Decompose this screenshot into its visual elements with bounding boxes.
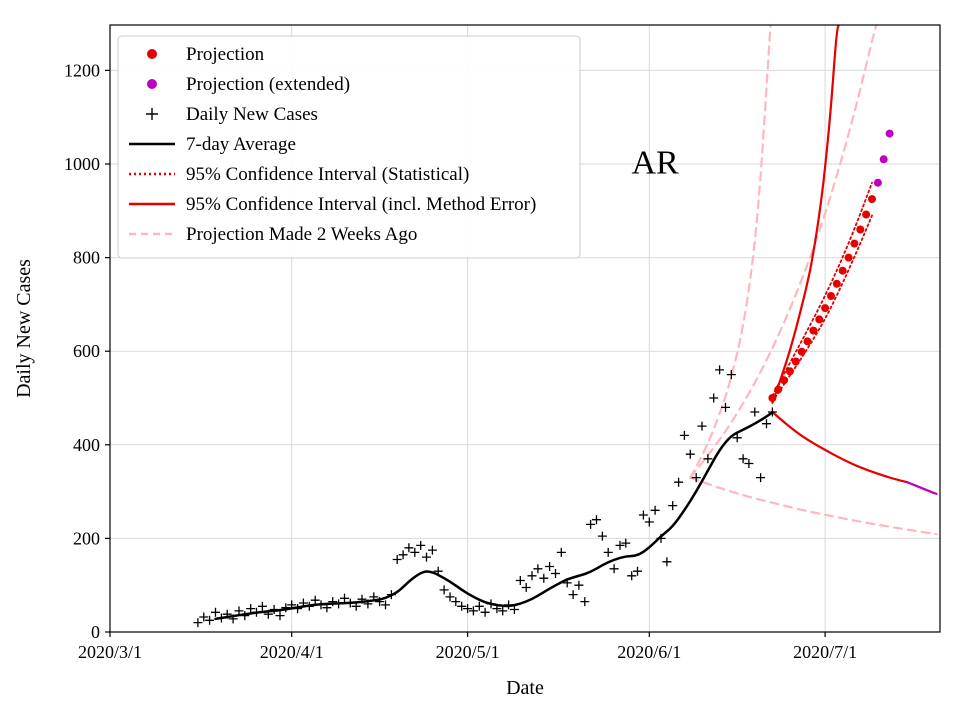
x-tick-label: 2020/5/1: [436, 642, 500, 662]
legend-label: Projection: [186, 44, 265, 65]
y-axis-label: Daily New Cases: [13, 259, 35, 398]
y-tick-label: 200: [73, 528, 100, 548]
x-tick-label: 2020/7/1: [793, 642, 857, 662]
projection-marker-icon: [147, 49, 157, 59]
legend-label: 95% Confidence Interval (Statistical): [186, 164, 469, 185]
y-tick-label: 1200: [64, 60, 100, 80]
y-tick-label: 600: [73, 341, 100, 361]
x-axis-label: Date: [506, 677, 544, 699]
state-annotation: AR: [631, 144, 679, 181]
series-old-projection-lower: [689, 476, 938, 536]
y-tick-label: 800: [73, 248, 100, 268]
series-projection-extended: [873, 129, 894, 187]
series-ci-statistical-upper: [771, 181, 873, 397]
legend-label: Projection (extended): [186, 74, 350, 95]
series-ci-method-lower: [771, 410, 909, 484]
series-seven-day-average: [214, 410, 774, 621]
legend-label: 7-day Average: [186, 134, 296, 155]
legend-item-ci-method-error: 95% Confidence Interval (incl. Method Er…: [129, 194, 536, 215]
x-tick-label: 2020/6/1: [617, 642, 681, 662]
legend-item-seven-day-average: 7-day Average: [129, 134, 296, 155]
series-group: [193, 25, 938, 628]
legend-label: Daily New Cases: [186, 104, 318, 125]
y-tick-label: 1000: [64, 154, 100, 174]
legend: Projection Projection (extended) Daily New…: [117, 35, 581, 259]
projection-extended-marker-icon: [147, 79, 157, 89]
x-tick-label: 2020/3/1: [78, 642, 142, 662]
y-tick-label: 0: [91, 622, 100, 642]
series-projection: [768, 195, 876, 402]
daily-new-cases-marker-icon: [146, 108, 158, 120]
legend-item-projection: Projection: [147, 44, 265, 65]
legend-item-projection-2-weeks-ago: Projection Made 2 Weeks Ago: [129, 224, 417, 245]
legend-item-ci-statistical: 95% Confidence Interval (Statistical): [129, 164, 469, 185]
series-old-projection-central: [689, 25, 878, 479]
axis-ticks: 2020/3/1 2020/4/1 2020/5/1 2020/6/1 2020/7/1…: [64, 60, 857, 662]
series-old-projection-upper: [689, 25, 772, 479]
legend-item-daily-new-cases: Daily New Cases: [146, 104, 318, 125]
x-tick-label: 2020/4/1: [260, 642, 324, 662]
series-daily-new-cases: [193, 365, 777, 628]
legend-item-projection-extended: Projection (extended): [147, 74, 350, 95]
legend-label: Projection Made 2 Weeks Ago: [186, 224, 417, 245]
y-tick-label: 400: [73, 435, 100, 455]
plot-border: [109, 24, 941, 633]
legend-label: 95% Confidence Interval (incl. Method Er…: [186, 194, 536, 215]
series-ci-method-upper: [771, 25, 841, 404]
series-ci-method-lower-extended: [906, 481, 938, 495]
